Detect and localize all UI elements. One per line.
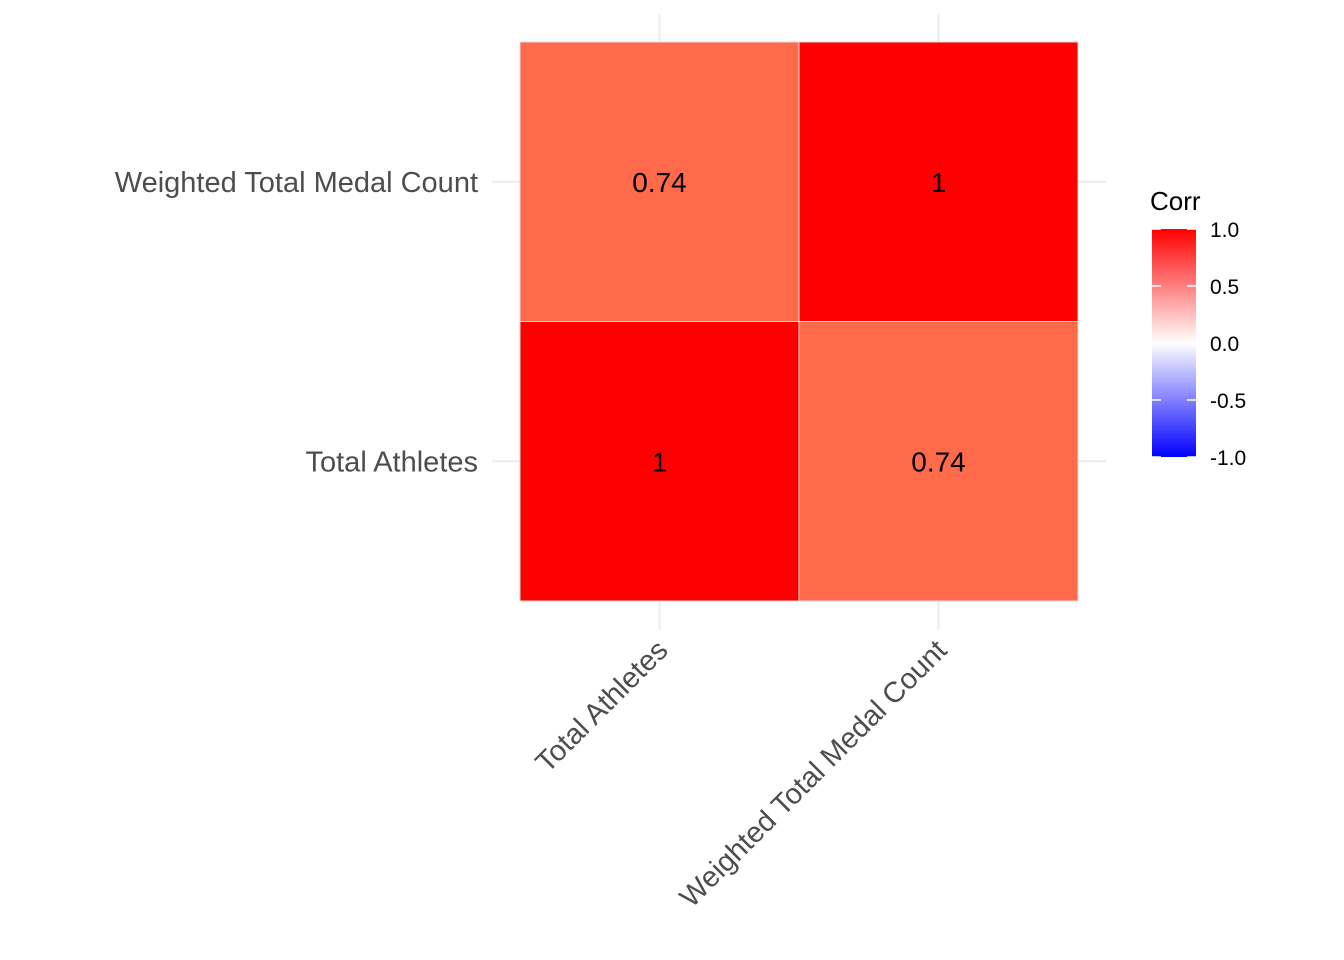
y-axis-tick-labels: Total Athletes Weighted Total Medal Count xyxy=(115,167,478,479)
x-tick-label: Weighted Total Medal Count xyxy=(674,634,953,913)
y-tick-label: Weighted Total Medal Count xyxy=(115,167,478,199)
x-tick-label: Total Athletes xyxy=(530,634,675,779)
legend-tick-label: -1.0 xyxy=(1210,447,1246,470)
heatmap-cell-value: 0.74 xyxy=(911,446,966,477)
heatmap-cell-value: 1 xyxy=(931,167,947,198)
heatmap-cells xyxy=(519,41,1079,602)
legend-tick-label: 0.5 xyxy=(1210,276,1239,299)
heatmap-cell-value: 1 xyxy=(652,446,668,477)
legend-tick-label: 0.0 xyxy=(1210,333,1239,356)
heatmap-cell xyxy=(519,321,800,602)
heatmap-cell xyxy=(519,41,800,322)
heatmap-cell-value: 0.74 xyxy=(632,167,687,198)
x-axis-tick-labels: Total Athletes Weighted Total Medal Count xyxy=(530,634,954,913)
legend-title: Corr xyxy=(1150,186,1201,216)
y-tick-label: Total Athletes xyxy=(306,446,479,478)
heatmap-cell-labels: 1 0.74 0.74 1 xyxy=(632,167,966,478)
color-legend: Corr 1.0 0.5 0.0 -0.5 -1.0 xyxy=(1150,186,1246,470)
legend-tick-label: 1.0 xyxy=(1210,219,1239,242)
heatmap-cell xyxy=(798,41,1079,322)
heatmap-cell xyxy=(798,321,1079,602)
legend-tick-label: -0.5 xyxy=(1210,390,1246,413)
